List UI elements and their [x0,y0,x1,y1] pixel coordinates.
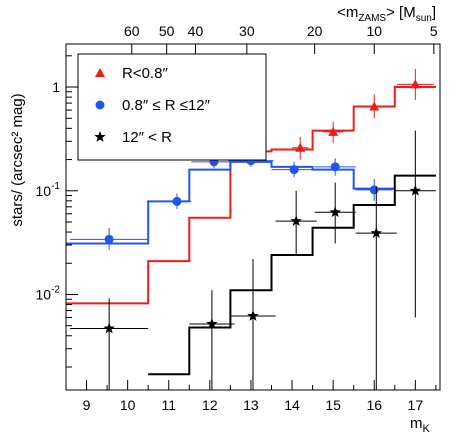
star-marker [247,310,259,321]
top-axis-tick-label: 10 [366,23,382,39]
top-axis-title: <mZAMS> [Msun] [337,4,436,24]
star-marker [103,322,115,334]
top-axis-tick-label: 5 [430,23,438,39]
y-tick-label: 1 [52,79,60,95]
top-axis-tick-label: 60 [124,23,140,39]
y-tick-label: 10-2 [36,284,61,302]
x-tick-label: 14 [284,397,300,413]
top-axis-tick-label: 40 [188,23,204,39]
star-marker [290,215,302,226]
step-histogram-line [148,174,436,376]
x-tick-label: 9 [83,397,91,413]
circle-marker [330,162,340,172]
legend-box [77,53,267,161]
circle-marker [95,100,105,110]
triangle-marker [369,101,380,111]
legend-label: 12″ < R [122,129,172,146]
circle-marker [104,234,114,244]
circle-marker [369,185,379,195]
triangle-marker [295,142,306,152]
x-tick-label: 11 [161,397,176,413]
triangle-marker [95,68,105,77]
series-layer [66,68,436,390]
top-axis-tick-label: 20 [307,23,323,39]
x-tick-label: 15 [325,397,341,413]
x-tick-label: 17 [408,397,424,413]
legend-label: R<0.8″ [122,65,168,82]
star-marker [94,131,106,142]
series-group-0 [66,68,436,305]
axis-layer: 9 10 11 12 13 14 15 16 17 mK 60 50 40 30 20 10 5<mZAMS> … [9,4,438,435]
x-tick-label: 10 [120,397,136,413]
top-axis-tick-label: 50 [159,23,175,39]
triangle-marker [328,126,339,136]
series-group-2 [70,130,436,390]
x-tick-label: 16 [366,397,382,413]
y-tick-label: 10-1 [36,181,61,199]
y-axis-title: stars/ (arcsec² mag) [9,93,26,226]
x-axis-title: mK [410,415,431,435]
legend: R<0.8″ 0.8″ ≤ R ≤12″ 12″ < R [77,53,267,161]
star-marker [409,184,422,196]
x-tick-label: 12 [202,397,218,413]
plot-frame [65,43,441,391]
star-marker [329,206,341,218]
triangle-marker [410,79,421,89]
circle-marker [172,196,182,206]
star-marker [206,317,218,329]
star-marker [370,227,382,239]
top-axis-tick-label: 30 [239,23,255,39]
legend-label: 0.8″ ≤ R ≤12″ [122,97,211,114]
circle-marker [289,165,299,175]
x-tick-label: 13 [243,397,259,413]
